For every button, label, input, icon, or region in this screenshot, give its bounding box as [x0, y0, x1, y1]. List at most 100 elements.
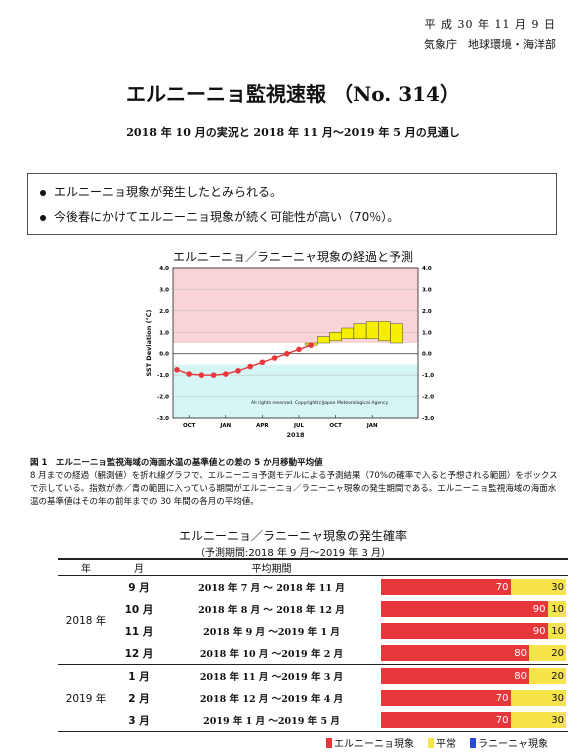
y-tick-label-right: -3.0: [422, 416, 434, 422]
y-tick-label-right: 0.0: [422, 352, 432, 358]
probability-bar: 90 10: [381, 601, 566, 617]
probability-bar-cell: 70 30: [379, 687, 568, 709]
probability-bar-cell: 90 10: [379, 598, 568, 620]
observed-point: [198, 372, 205, 378]
page-title: エルニーニョ監視速報 （No. 314）: [126, 82, 460, 106]
forecast-box: [341, 327, 355, 339]
y-tick-label-left: -1.0: [157, 373, 169, 379]
table-row: 10 月 2018 年 8 月 ～ 2018 年 12 月 90 10: [58, 598, 568, 620]
period-cell: 2018 年 11 月 ～2019 年 3 月: [199, 672, 344, 683]
forecast-box: [378, 321, 391, 342]
observed-point: [247, 363, 253, 370]
y-tick-label-right: 4.0: [422, 266, 432, 272]
y-tick-label-left: -3.0: [157, 416, 169, 422]
year-cell: 2018 年: [58, 575, 114, 665]
probability-legend: エルニーニョ現象 平常 ラニーニャ現象: [326, 735, 548, 750]
legend-swatch-elnino: [326, 737, 332, 748]
x-tick-label: JAN: [219, 423, 231, 429]
legend-lanina: ラニーニャ現象: [470, 735, 548, 750]
figure-caption-body: 8 月までの経過（観測値）を折れ線グラフで、エルニーニョ予測モデルによる予測結果…: [30, 471, 558, 507]
month-cell: 10 月: [124, 603, 154, 616]
header-month: 月: [114, 559, 164, 576]
y-tick-label-left: 2.0: [159, 309, 169, 315]
bar-segment-elnino: 90: [381, 623, 548, 639]
observed-point: [186, 371, 192, 377]
agency-name: 気象庁 地球環境・海洋部: [424, 38, 556, 51]
forecast-box: [329, 332, 342, 342]
legend-normal: 平常: [428, 735, 456, 750]
y-tick-label-left: -2.0: [157, 395, 169, 401]
bar-segment-elnino: 90: [381, 601, 548, 617]
header-bar: [379, 559, 568, 576]
period-cell: 2018 年 7 月 ～ 2018 年 11 月: [198, 583, 345, 594]
plot-frame: [172, 267, 419, 419]
header-year: 年: [58, 559, 114, 576]
bar-segment-elnino: 70: [381, 690, 511, 706]
month-cell: 11 月: [124, 625, 154, 638]
y-tick-label-right: 3.0: [422, 287, 432, 293]
month-cell: 12 月: [114, 642, 164, 665]
chart-title: エルニーニョ／ラニーニャ現象の経過と予測: [172, 250, 413, 264]
bar-segment-normal: 10: [547, 601, 566, 617]
bar-segment-elnino: 80: [381, 645, 529, 661]
y-tick-label-right: -2.0: [422, 395, 434, 401]
summary-item: 今後春にかけてエルニーニョ現象が続く可能性が高い（70％）。: [40, 208, 399, 225]
y-tick-label-left: 1.0: [159, 330, 169, 336]
observed-point: [271, 355, 278, 361]
bar-segment-normal: 30: [510, 579, 566, 595]
probability-bar-cell: 80 20: [379, 665, 568, 688]
observed-point: [259, 359, 266, 366]
observed-point: [174, 366, 180, 373]
summary-box: [27, 173, 557, 235]
bar-segment-normal: 10: [547, 623, 566, 639]
forecast-box: [353, 323, 367, 339]
observed-point: [284, 350, 290, 357]
bar-segment-normal: 30: [510, 690, 566, 706]
bar-segment-normal: 20: [529, 645, 566, 661]
y-tick-label-right: 1.0: [422, 330, 432, 336]
month-cell: 9 月: [128, 581, 150, 594]
period-cell: 2018 年 12 月 ～2019 年 4 月: [199, 694, 344, 705]
lanina-band: [173, 364, 418, 418]
bar-segment-elnino: 70: [381, 579, 511, 595]
period-cell: 2018 年 8 月 ～ 2018 年 12 月: [198, 605, 345, 616]
observed-point: [210, 372, 217, 378]
probability-bar: 70 30: [381, 690, 566, 706]
table-row: 2018 年 9 月 2018 年 7 月 ～ 2018 年 11 月 70 30: [58, 575, 568, 665]
bar-segment-elnino: 80: [381, 668, 529, 684]
table-row: 2 月 2018 年 12 月 ～2019 年 4 月 70 30: [58, 687, 568, 709]
sst-chart: 4.0 4.0 3.0 3.0 2.0 2.0 1.0 1.0 0.0 0.0 -1.0 -1.0 -2…: [145, 266, 434, 439]
probability-bar-cell: 70 30: [379, 576, 568, 599]
probability-bar-cell: 80 20: [379, 642, 568, 665]
month-cell: 3 月: [114, 709, 164, 732]
y-tick-label-right: 2.0: [422, 309, 432, 315]
header-period: 平均期間: [164, 559, 379, 576]
table-row: 3 月 2019 年 1 月 ～2019 年 5 月 70 30: [58, 709, 568, 732]
table-row: 2019 年 1 月 2018 年 11 月 ～2019 年 3 月 80 20: [58, 664, 568, 732]
bar-segment-normal: 20: [529, 668, 566, 684]
probability-table: 年 月 平均期間 2018 年 9 月 2018 年 7 月 ～ 2018 年 11…: [58, 558, 568, 732]
observed-point: [235, 368, 241, 374]
forecast-box: [317, 336, 330, 344]
chart-copyright: All rights reserved. Copyright(c)Japan M…: [251, 400, 388, 406]
bar-segment-normal: 30: [510, 712, 566, 728]
figure-caption-title: 図 1 エルニーニョ監視海域の海面水温の基準値との差の 5 か月移動平均値: [30, 458, 323, 468]
bar-segment-elnino: 70: [381, 712, 511, 728]
table-row: 12 月 2018 年 10 月 ～2019 年 2 月 80 20: [58, 642, 568, 665]
probability-bar: 70 30: [381, 712, 566, 728]
page-subtitle: 2018 年 10 月の実況と 2018 年 11 月～2019 年 5 月の見…: [126, 126, 460, 139]
summary-item: エルニーニョ現象が発生したとみられる。: [40, 183, 282, 200]
probability-bar: 70 30: [381, 579, 566, 595]
probability-bar: 90 10: [381, 623, 566, 639]
bullet-icon: [40, 189, 46, 196]
forecast-box: [390, 323, 403, 344]
x-tick-label: OCT: [183, 423, 196, 429]
table-header-row: 年 月 平均期間: [58, 559, 568, 576]
x-tick-label: JAN: [366, 423, 378, 429]
observed-point: [223, 371, 229, 377]
period-cell: 2018 年 10 月 ～2019 年 2 月: [164, 642, 379, 665]
month-cell: 1 月: [128, 670, 150, 683]
month-cell: 2 月: [128, 692, 150, 705]
y-tick-label-left: 3.0: [159, 287, 169, 293]
legend-elnino: エルニーニョ現象: [326, 735, 414, 750]
